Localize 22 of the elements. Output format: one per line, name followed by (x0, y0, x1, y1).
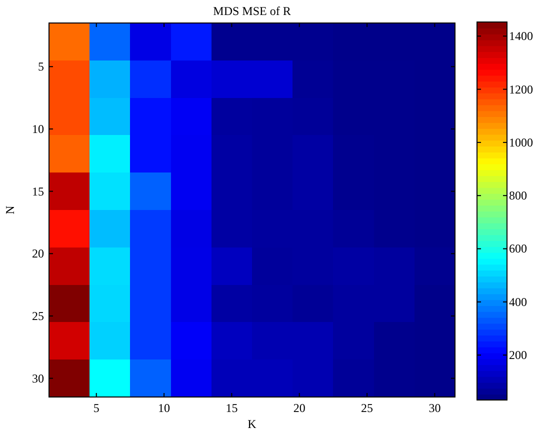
x-tick-label: 10 (158, 401, 170, 415)
chart-title: MDS MSE of R (213, 4, 291, 18)
color-bar-label: 600 (509, 242, 527, 256)
y-tick-label: 30 (32, 371, 44, 386)
x-tick-label: 5 (93, 401, 100, 415)
x-axis-title: K (248, 417, 257, 431)
color-bar-label: 400 (509, 294, 527, 309)
color-bar-label: 1200 (509, 82, 533, 96)
y-tick-label: 15 (32, 184, 44, 198)
x-tick-label: 15 (226, 401, 238, 415)
color-bar-label: 200 (509, 348, 527, 362)
x-tick-label: 30 (428, 401, 441, 415)
color-bar-label: 800 (509, 188, 527, 203)
x-tick-label: 25 (361, 401, 374, 415)
color-bar-label: 1000 (509, 135, 533, 150)
x-tick-label: 20 (293, 401, 306, 415)
color-bar-label: 1400 (509, 29, 533, 44)
y-tick-label: 20 (32, 246, 44, 261)
y-tick-label: 25 (32, 308, 44, 323)
y-tick-label: 10 (32, 122, 44, 136)
y-tick-label: 5 (38, 60, 44, 74)
y-axis-title: N (3, 205, 17, 214)
